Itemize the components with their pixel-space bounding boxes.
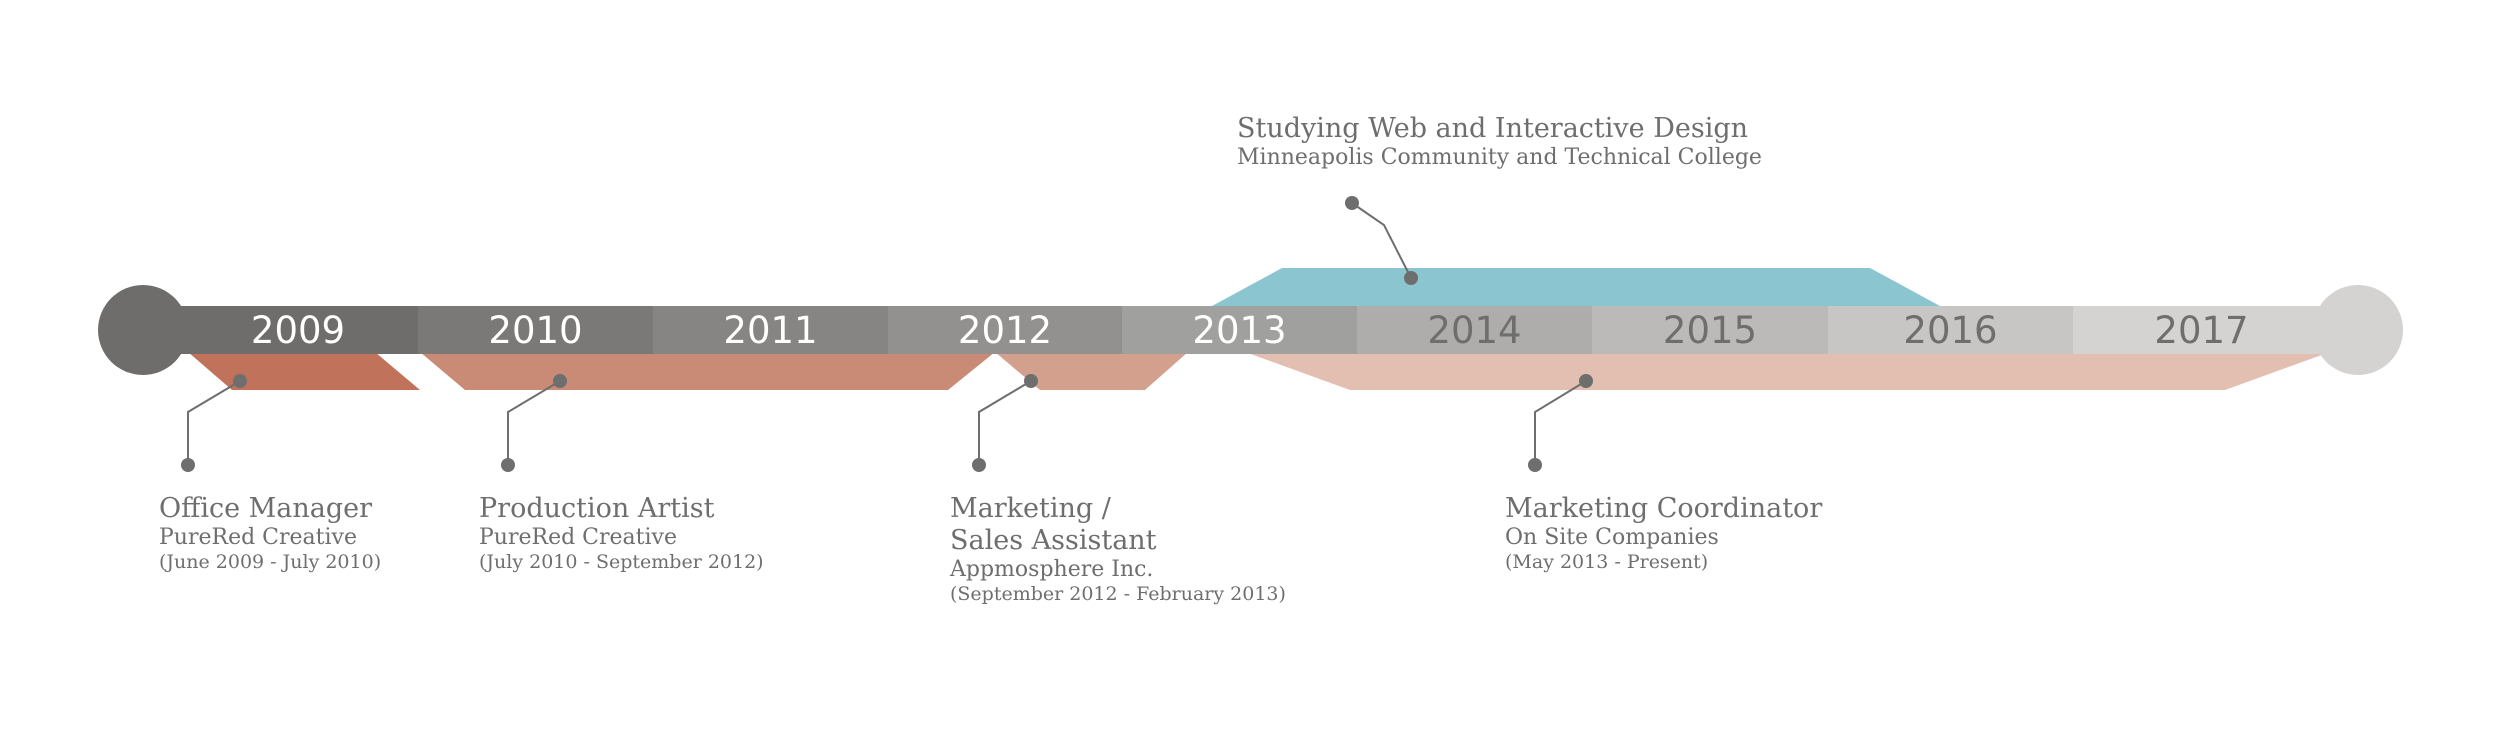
- connector-job2: [507, 380, 561, 465]
- connector-job4: [1534, 380, 1587, 465]
- year-label-2012: 2012: [958, 309, 1052, 352]
- connector-dot-education-bottom: [1404, 271, 1418, 285]
- connector-dot-job4-bottom: [1528, 458, 1542, 472]
- year-label-2009: 2009: [251, 309, 345, 352]
- timeline-end-cap: [2313, 285, 2403, 375]
- year-segment-2014: [1357, 306, 1592, 354]
- year-label-2014: 2014: [1427, 309, 1521, 352]
- job-band-marketing-coordinator: [1245, 352, 2330, 390]
- job1-dates: (June 2009 - July 2010): [159, 550, 382, 573]
- year-segment-2011: [653, 306, 888, 354]
- connector-dot-job2-bottom: [501, 458, 515, 472]
- job-entry-production-artist: Production Artist PureRed Creative (July…: [479, 493, 764, 573]
- connector-job1: [187, 380, 241, 465]
- year-segment-2009: [178, 306, 418, 354]
- job2-title: Production Artist: [479, 493, 715, 524]
- education-org: Minneapolis Community and Technical Coll…: [1237, 144, 1762, 170]
- education-title: Studying Web and Interactive Design: [1237, 113, 1749, 144]
- job4-org: On Site Companies: [1505, 524, 1719, 550]
- connector-dot-job1-bottom: [181, 458, 195, 472]
- year-label-2015: 2015: [1663, 309, 1757, 352]
- year-segment-2013: [1122, 306, 1357, 354]
- connector-job3: [978, 380, 1032, 465]
- connector-education: [1351, 202, 1412, 279]
- job1-org: PureRed Creative: [159, 524, 357, 550]
- year-label-2010: 2010: [488, 309, 582, 352]
- connector-dot-job2-top: [553, 374, 567, 388]
- connector-dot-job4-top: [1579, 374, 1593, 388]
- timeline-start-cap: [98, 285, 188, 375]
- year-segment-2012: [888, 306, 1122, 354]
- job2-dates: (July 2010 - September 2012): [479, 550, 764, 573]
- year-label-2017: 2017: [2154, 309, 2248, 352]
- job2-org: PureRed Creative: [479, 524, 677, 550]
- job3-title-line1: Marketing /: [950, 493, 1111, 524]
- connector-dot-education-top: [1345, 196, 1359, 210]
- job-entry-marketing-sales-assistant: Marketing / Sales Assistant Appmosphere …: [950, 493, 1286, 605]
- job4-title: Marketing Coordinator: [1505, 493, 1823, 524]
- job1-title: Office Manager: [159, 493, 373, 524]
- job3-org: Appmosphere Inc.: [950, 556, 1154, 582]
- year-segment-2010: [418, 306, 653, 354]
- year-label-2011: 2011: [723, 309, 817, 352]
- job4-dates: (May 2013 - Present): [1505, 550, 1709, 573]
- connector-dot-job3-bottom: [972, 458, 986, 472]
- connectors: [181, 196, 1593, 472]
- job-entry-marketing-coordinator: Marketing Coordinator On Site Companies …: [1505, 493, 1822, 573]
- education-entry: Studying Web and Interactive Design Minn…: [1237, 113, 1762, 171]
- year-label-2016: 2016: [1903, 309, 1997, 352]
- year-segment-2015: [1592, 306, 1828, 354]
- job-entry-office-manager: Office Manager PureRed Creative (June 20…: [159, 493, 381, 573]
- job-band-production-artist: [420, 352, 995, 390]
- connector-dot-job3-top: [1024, 374, 1038, 388]
- year-segments: 2009 2010 2011 2012 2013 2014 2015 2016 2017: [178, 306, 2330, 354]
- job3-title-line2: Sales Assistant: [950, 524, 1157, 556]
- job3-dates: (September 2012 - February 2013): [950, 582, 1286, 605]
- job-band-office-manager: [188, 352, 420, 390]
- year-segment-2016: [1828, 306, 2073, 354]
- connector-dot-job1-top: [233, 374, 247, 388]
- education-band: [1212, 268, 1940, 306]
- job-band-marketing-sales-assistant: [995, 352, 1188, 390]
- year-segment-2017: [2073, 306, 2330, 354]
- year-label-2013: 2013: [1192, 309, 1286, 352]
